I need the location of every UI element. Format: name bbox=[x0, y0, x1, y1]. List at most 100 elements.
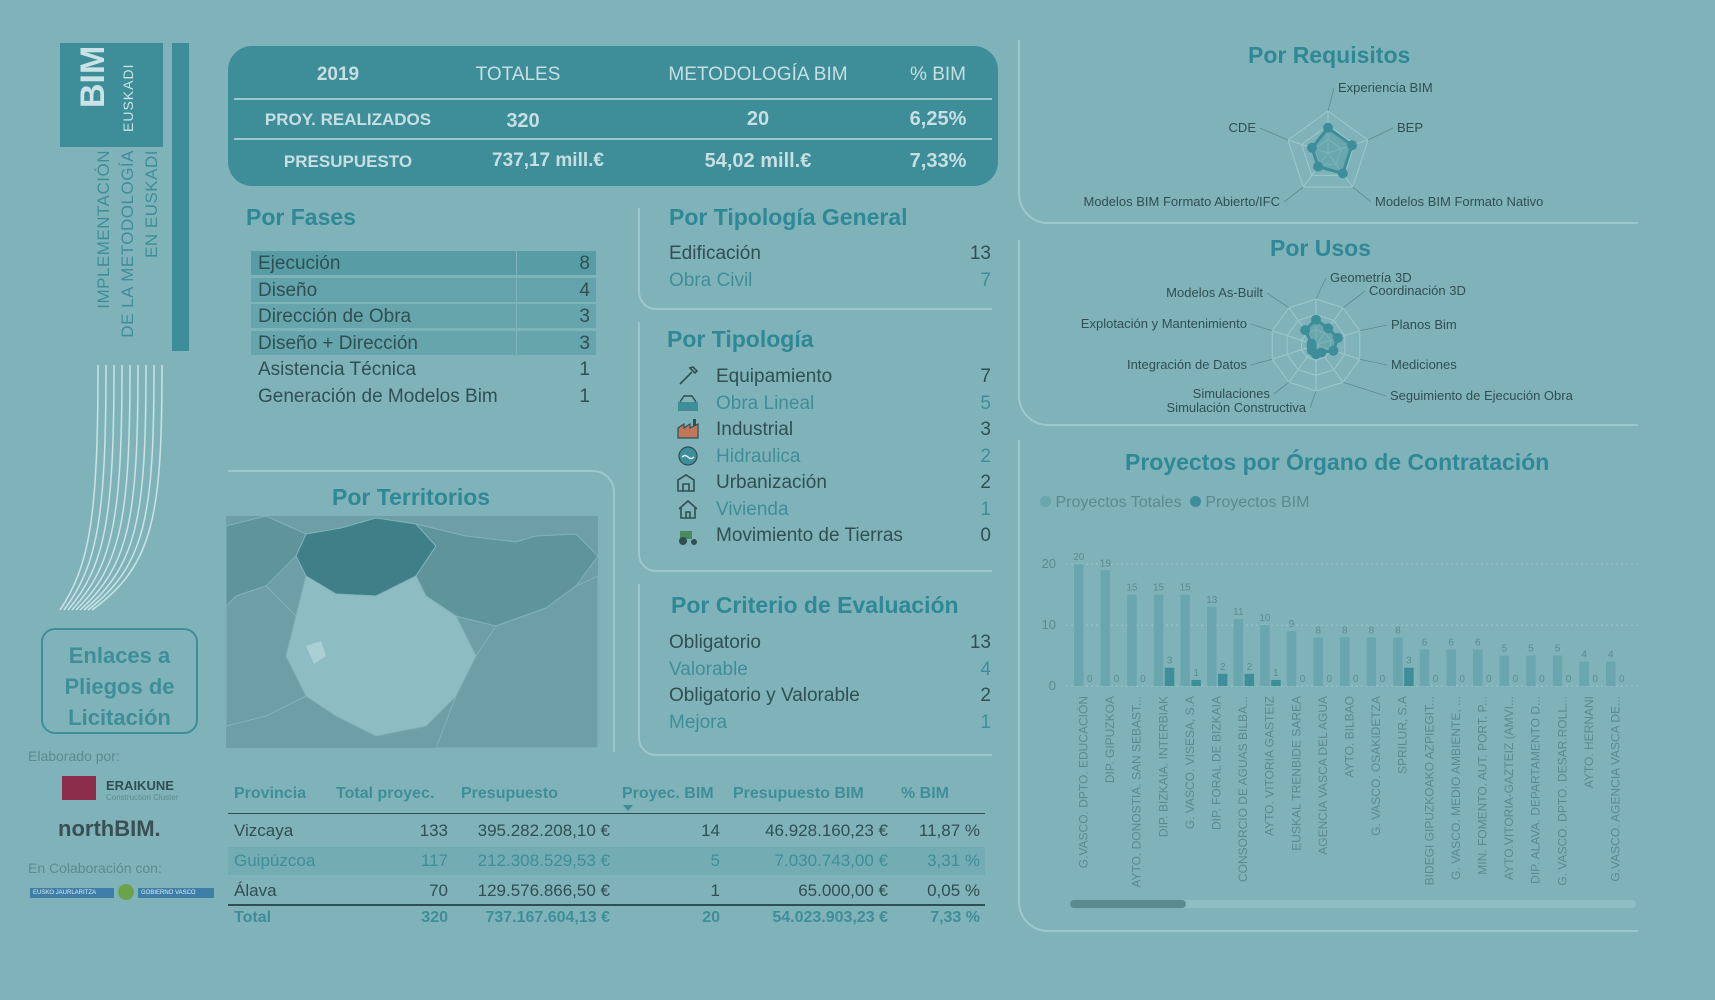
fase-bar bbox=[251, 277, 596, 302]
bar-total[interactable] bbox=[1419, 649, 1430, 686]
tipologia-row[interactable]: Obra Lineal 5 bbox=[716, 393, 991, 417]
fase-row[interactable]: Dirección de Obra 3 bbox=[258, 306, 590, 330]
radar-point[interactable] bbox=[1346, 140, 1357, 151]
bar-bim[interactable] bbox=[1191, 679, 1201, 686]
radar-point[interactable] bbox=[1337, 168, 1348, 179]
bar-total[interactable] bbox=[1340, 637, 1350, 686]
bar-total[interactable] bbox=[1606, 661, 1616, 686]
kpi-divider bbox=[234, 138, 992, 140]
bar-total[interactable] bbox=[1233, 619, 1244, 686]
tipologia-row[interactable]: Equipamiento 7 bbox=[716, 366, 991, 390]
tipologia-row[interactable]: Vivienda 1 bbox=[716, 499, 991, 523]
bar-total[interactable] bbox=[1100, 570, 1111, 686]
sort-arrow-icon[interactable] bbox=[623, 805, 633, 811]
x-category-label: AYTO.VITORIA-GAZTEIZ (AMVI... bbox=[1502, 696, 1516, 880]
bar-total[interactable] bbox=[1446, 649, 1456, 686]
table-cell: 20 bbox=[702, 909, 720, 926]
bar-bim[interactable] bbox=[1244, 673, 1255, 686]
table-cell: 46.928.160,23 € bbox=[765, 821, 888, 840]
criterio-label: Valorable bbox=[669, 658, 748, 680]
radar-point[interactable] bbox=[1323, 122, 1333, 133]
radar-point[interactable] bbox=[1307, 142, 1318, 153]
radar-point[interactable] bbox=[1300, 325, 1311, 336]
organo-chart-title: Proyectos por Órgano de Contratación bbox=[1125, 449, 1550, 475]
tipologia-general-row[interactable]: Edificación 13 bbox=[669, 243, 991, 267]
criterio-row[interactable]: Obligatorio y Valorable 2 bbox=[669, 685, 991, 709]
fase-row[interactable]: Ejecución 8 bbox=[258, 253, 590, 277]
bar-bim[interactable] bbox=[1404, 667, 1414, 686]
bar-total[interactable] bbox=[1207, 606, 1217, 686]
tipologia-general-row[interactable]: Obra Civil 7 bbox=[669, 270, 991, 294]
tipologia-row[interactable]: Hidraulica 2 bbox=[716, 446, 991, 470]
collab-label: En Colaboración con: bbox=[28, 860, 162, 876]
table-header[interactable]: Presupuesto bbox=[461, 785, 558, 802]
fase-label: Asistencia Técnica bbox=[258, 359, 417, 380]
bar-total[interactable] bbox=[1552, 655, 1563, 686]
table-header[interactable]: Presupuesto BIM bbox=[733, 785, 864, 802]
chart-scrollbar[interactable] bbox=[1070, 900, 1636, 908]
radar-point[interactable] bbox=[1332, 332, 1343, 343]
bar-value-label: 1 bbox=[1273, 668, 1279, 679]
fase-row[interactable]: Diseño + Dirección 3 bbox=[258, 333, 590, 357]
y-tick-label: 20 bbox=[1042, 556, 1056, 571]
radar-label: Simulación Constructiva bbox=[1167, 400, 1307, 415]
fase-label: Diseño + Dirección bbox=[258, 332, 418, 354]
tipologia-panel bbox=[638, 322, 992, 572]
radar-point[interactable] bbox=[1323, 323, 1334, 334]
tipologia-row[interactable]: Urbanización 2 bbox=[716, 472, 991, 496]
radar-leader bbox=[1327, 87, 1335, 112]
bar-total[interactable] bbox=[1473, 649, 1483, 686]
fase-row[interactable]: Asistencia Técnica 1 bbox=[258, 359, 590, 383]
bar-total[interactable] bbox=[1366, 637, 1377, 686]
radar-leader bbox=[1309, 390, 1317, 409]
table-cell: 3,31 % bbox=[927, 851, 980, 870]
table-cell: 0,05 % bbox=[927, 881, 980, 900]
criterio-title: Por Criterio de Evaluación bbox=[671, 592, 959, 618]
radar-point[interactable] bbox=[1311, 314, 1321, 325]
factory-icon bbox=[676, 418, 700, 440]
criterio-row[interactable]: Valorable 4 bbox=[669, 659, 991, 683]
tipologia-general-title: Por Tipología General bbox=[669, 204, 908, 230]
tipologia-row[interactable]: Movimiento de Tierras 0 bbox=[716, 525, 991, 549]
bar-total[interactable] bbox=[1180, 594, 1190, 686]
table-header[interactable]: Total proyec. bbox=[336, 785, 435, 802]
bar-value-label: 6 bbox=[1475, 637, 1481, 648]
bar-total[interactable] bbox=[1526, 655, 1536, 686]
chart-scrollbar-thumb[interactable] bbox=[1070, 900, 1186, 908]
bar-value-label: 4 bbox=[1608, 650, 1614, 661]
criterio-row[interactable]: Obligatorio 13 bbox=[669, 632, 991, 656]
bar-total[interactable] bbox=[1313, 637, 1323, 686]
bar-bim[interactable] bbox=[1164, 667, 1175, 686]
bar-total[interactable] bbox=[1127, 594, 1137, 686]
radar-point[interactable] bbox=[1328, 345, 1339, 356]
bar-value-label: 2 bbox=[1247, 662, 1253, 673]
bar-total[interactable] bbox=[1393, 637, 1403, 686]
tipologia-row[interactable]: Industrial 3 bbox=[716, 419, 991, 443]
radar-leader bbox=[1342, 290, 1366, 309]
bar-total[interactable] bbox=[1579, 661, 1589, 686]
radar-point[interactable] bbox=[1306, 338, 1317, 349]
organo-panel bbox=[1018, 440, 1638, 932]
fase-row[interactable]: Generación de Modelos Bim 1 bbox=[258, 386, 590, 410]
bar-total[interactable] bbox=[1074, 564, 1084, 686]
radar-point[interactable] bbox=[1313, 161, 1324, 172]
bar-bim[interactable] bbox=[1218, 673, 1228, 686]
bar-total[interactable] bbox=[1153, 594, 1164, 686]
table-header[interactable]: Proyec. BIM bbox=[622, 785, 714, 802]
bar-value-label: 0 bbox=[1592, 674, 1598, 685]
criterio-row[interactable]: Mejora 1 bbox=[669, 712, 991, 736]
pliegos-links-button[interactable]: Enlaces a Pliegos de Licitación bbox=[41, 628, 198, 734]
radar-label: Modelos BIM Formato Nativo bbox=[1375, 194, 1543, 209]
fase-label: Dirección de Obra bbox=[258, 306, 412, 327]
table-header[interactable]: % BIM bbox=[901, 785, 949, 802]
bar-value-label: 5 bbox=[1528, 644, 1534, 655]
radar-leader bbox=[1250, 323, 1273, 332]
bar-total[interactable] bbox=[1499, 655, 1510, 686]
bar-bim[interactable] bbox=[1271, 679, 1281, 686]
bar-total[interactable] bbox=[1286, 631, 1297, 686]
fase-row[interactable]: Diseño 4 bbox=[258, 280, 590, 304]
bar-total[interactable] bbox=[1260, 625, 1270, 686]
table-header[interactable]: Provincia bbox=[234, 785, 307, 802]
table-cell: 212.308.529,53 € bbox=[477, 851, 610, 870]
